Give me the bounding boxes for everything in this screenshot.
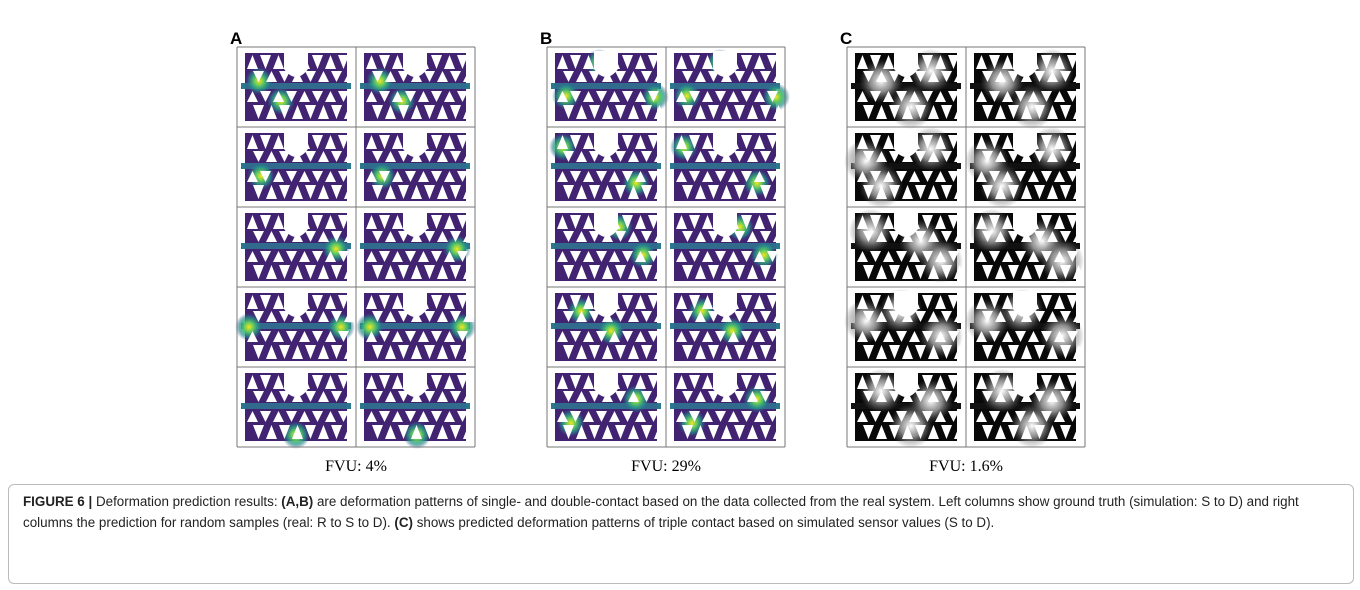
panel-caption: FVU: 29% [631, 458, 701, 475]
heatmap-cell [970, 49, 1084, 129]
heatmap-cell [241, 131, 355, 201]
caption-text: (C) [394, 515, 413, 530]
panel-label: B [540, 29, 552, 48]
heatmap-cell [235, 291, 355, 361]
heatmap-cell [551, 371, 665, 441]
heatmap-cell [551, 49, 669, 121]
heatmap-cell [970, 369, 1084, 448]
heatmap-cell [670, 291, 784, 361]
heatmap-cell [849, 209, 965, 283]
caption-text: shows predicted deformation patterns of … [413, 515, 994, 530]
heatmap-cell [241, 371, 355, 449]
heatmap-cell [360, 51, 474, 121]
heatmap-cell [851, 49, 965, 129]
heatmap-cell [970, 209, 1084, 283]
page: A FVU: 4% B FVU: 29% C FVU: 1.6% FIGURE 6 | D… [0, 0, 1360, 590]
heatmap-cell [844, 127, 965, 208]
heatmap-cell [670, 371, 784, 441]
panel-caption: FVU: 1.6% [929, 458, 1003, 475]
heatmap-cell [241, 51, 355, 121]
figure: A FVU: 4% B FVU: 29% C FVU: 1.6% [0, 0, 1360, 480]
caption-text: FIGURE 6 | [23, 494, 92, 509]
panel-label: A [230, 29, 242, 48]
caption-text: Deformation prediction results: [92, 494, 281, 509]
heatmap-cell [360, 131, 474, 201]
heatmap-cell [356, 291, 476, 361]
heatmap-cell [241, 211, 355, 281]
heatmap-cell [670, 49, 790, 121]
panel-label: C [840, 29, 852, 48]
heatmap-cell [670, 131, 784, 201]
heatmap-cell [965, 289, 1084, 361]
heatmap-cell [360, 211, 474, 281]
heatmap-cell [551, 211, 665, 281]
heatmap-cell [670, 211, 784, 281]
heatmap-cell [360, 371, 474, 449]
heatmap-cell [549, 131, 665, 201]
heatmap-cell [851, 369, 965, 448]
heatmap-cell [965, 127, 1084, 208]
figure-caption: FIGURE 6 | Deformation prediction result… [8, 484, 1354, 584]
caption-text: (A,B) [281, 494, 313, 509]
heatmap-cell [844, 289, 965, 361]
panel-caption: FVU: 4% [325, 458, 387, 475]
heatmap-cell [551, 291, 665, 361]
